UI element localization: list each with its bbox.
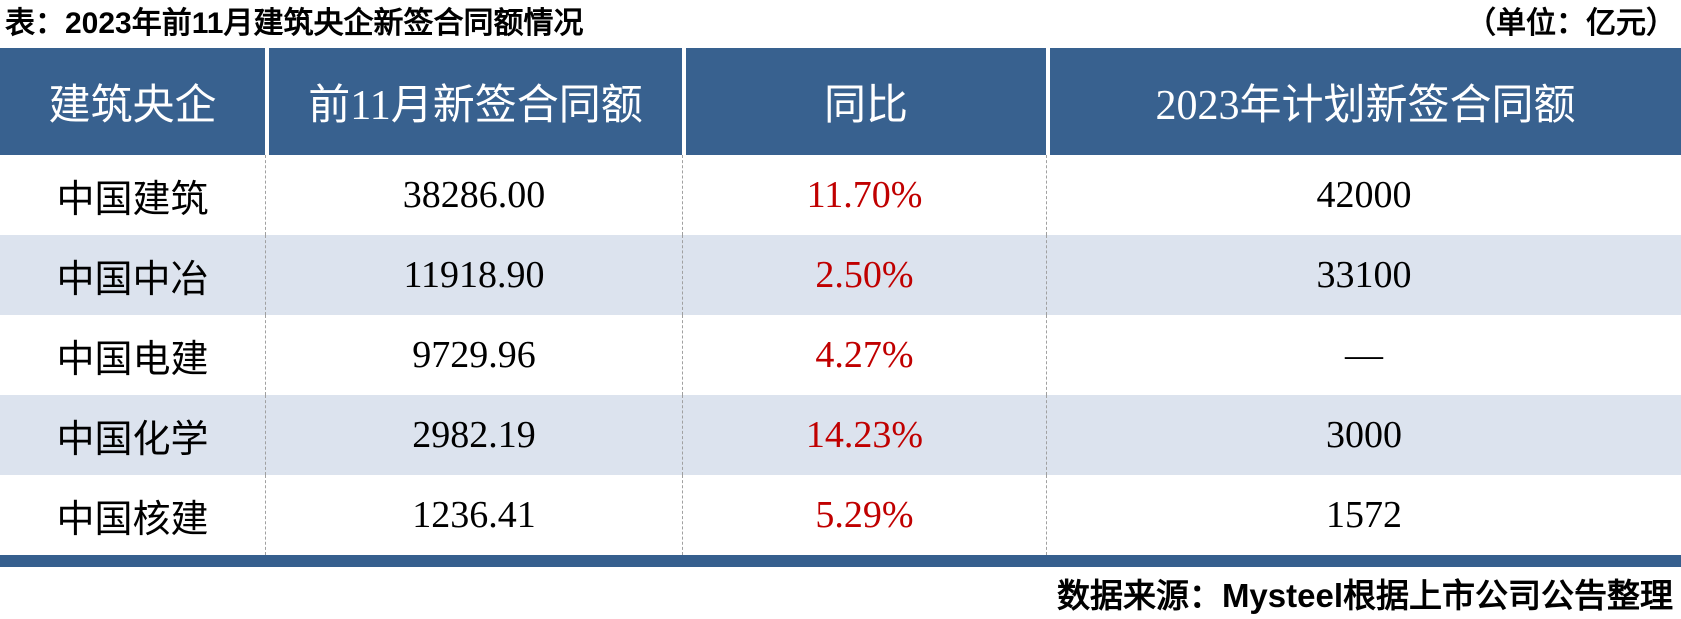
table-row: 中国建筑 38286.00 11.70% 42000 <box>0 155 1681 235</box>
cell-yoy: 2.50% <box>682 235 1046 315</box>
data-source-label: 数据来源：Mysteel根据上市公司公告整理 <box>1056 577 1673 614</box>
column-header-new-contracts: 前11月新签合同额 <box>265 48 682 155</box>
cell-yoy: 5.29% <box>682 475 1046 555</box>
table-bottom-border <box>0 555 1681 567</box>
table-row: 中国核建 1236.41 5.29% 1572 <box>0 475 1681 555</box>
title-bar: 表：2023年前11月建筑央企新签合同额情况 （单位：亿元） <box>0 0 1681 48</box>
column-header-plan: 2023年计划新签合同额 <box>1046 48 1681 155</box>
table-row: 中国化学 2982.19 14.23% 3000 <box>0 395 1681 475</box>
unit-label: （单位：亿元） <box>1466 7 1676 40</box>
cell-yoy: 4.27% <box>682 315 1046 395</box>
cell-plan: 3000 <box>1046 395 1681 475</box>
cell-company: 中国核建 <box>56 498 209 541</box>
cell-new-contracts: 9729.96 <box>265 315 682 395</box>
column-header-company: 建筑央企 <box>48 83 217 129</box>
cell-new-contracts: 1236.41 <box>265 475 682 555</box>
cell-new-contracts: 38286.00 <box>265 155 682 235</box>
table-row: 中国中冶 11918.90 2.50% 33100 <box>0 235 1681 315</box>
cell-company: 中国建筑 <box>56 178 209 221</box>
cell-plan: 33100 <box>1046 235 1681 315</box>
cell-new-contracts: 2982.19 <box>265 395 682 475</box>
cell-new-contracts: 11918.90 <box>265 235 682 315</box>
cell-plan: — <box>1046 315 1681 395</box>
column-header-yoy: 同比 <box>682 48 1046 155</box>
cell-company: 中国化学 <box>56 418 209 461</box>
cell-yoy: 11.70% <box>682 155 1046 235</box>
cell-plan: 42000 <box>1046 155 1681 235</box>
table-header-row: 建筑央企 前11月新签合同额 同比 2023年计划新签合同额 <box>0 48 1681 155</box>
cell-company: 中国电建 <box>56 338 209 381</box>
cell-plan: 1572 <box>1046 475 1681 555</box>
table-title: 表：2023年前11月建筑央企新签合同额情况 <box>5 7 584 40</box>
cell-yoy: 14.23% <box>682 395 1046 475</box>
footer: 数据来源：Mysteel根据上市公司公告整理 <box>0 567 1681 619</box>
table-row: 中国电建 9729.96 4.27% — <box>0 315 1681 395</box>
cell-company: 中国中冶 <box>56 258 209 301</box>
